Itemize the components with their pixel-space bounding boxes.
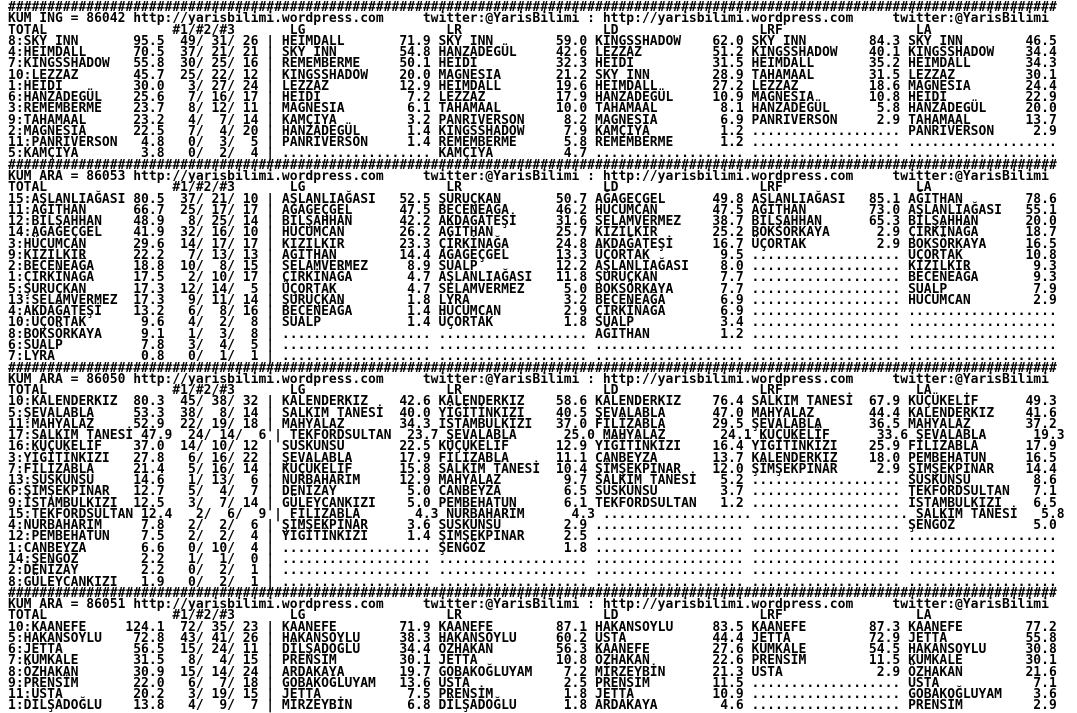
stats-row: 11:MAHYALAZ 52.9 22/ 19/ 18 | MAHYALAZ 3… <box>8 416 1057 432</box>
stats-row: 5:ŞURUÇKAN 17.3 12/ 14/ 5 | ÜÇORTAK 4.7 … <box>8 281 1057 297</box>
stats-row: 16:KÜÇÜKELİF 37.0 14/ 10/ 12 | SUSKUNSU … <box>8 439 1057 455</box>
stats-row: 4:AKDAĞATEŞİ 13.2 6/ 8/ 16 | BECENEAĞA 1… <box>8 304 1057 320</box>
stats-row: 10:ÜÇORTAK 9.6 4/ 2/ 8 | SUALP 1.4 ÜÇORT… <box>8 315 1057 331</box>
stats-row: 6:ŞİMŞEKPINAR 12.7 5/ 4/ 7 | DENİZAY 5.0… <box>8 484 1057 500</box>
stats-row: 8:BOKSÖRKAYA 9.1 1/ 3/ 8 | .............… <box>8 326 1057 342</box>
stats-row: 3:YİĞİTİNKIZI 27.8 6/ 16/ 22 | ŞEVALABLA… <box>8 450 1057 466</box>
column-header: TOTAL #1/#2/#3 LG LR LD LRF LA <box>8 22 932 38</box>
stats-row: 14:AĞAGEÇGEL 41.9 32/ 16/ 10 | HÜCUMCAN … <box>8 225 1057 241</box>
stats-row: 14:ŞENGÖZ 2.2 1/ 1/ 0 | ................… <box>8 552 1057 568</box>
stats-row: 11:AĞITHAN 66.7 25/ 17/ 17 | AĞAGEÇGEL 4… <box>8 202 1057 218</box>
stats-row: 6:JETTA 56.5 15/ 24/ 11 | DİLŞADOĞLU 34.… <box>8 642 1057 658</box>
stats-row: 8:ÖZHAKAN 30.9 15/ 14/ 24 | ARDAKAYA 19.… <box>8 664 1057 680</box>
stats-row: 10:KAANEFE 124.1 72/ 35/ 23 | KAANEFE 71… <box>8 619 1057 635</box>
column-header: TOTAL #1/#2/#3 LG LR LD LRF LA <box>8 180 932 196</box>
stats-row: 15:AŞLANLIAĞASI 80.5 37/ 21/ 10 | AŞLANL… <box>8 191 1057 207</box>
stats-row: 5:ŞEVALABLA 53.3 38/ 8/ 14 | SALKIM TANE… <box>8 405 1057 421</box>
stats-row: 5:KAMÇIYA 3.8 0/ 2/ 4 | ................… <box>8 146 1057 162</box>
stats-row: 7:FİLİZABLA 21.4 5/ 16/ 14 | KÜÇÜKELİF 1… <box>8 461 1057 477</box>
stats-row: 10:LEZZAZ 45.7 25/ 22/ 12 | KINGSSHADOW … <box>8 67 1057 83</box>
stats-row: 15:TEKFORDSULTAN 12.4 2/ 6/ 9 | FİLİZABL… <box>8 506 1065 522</box>
stats-row: 1:CANBEYZA 6.6 0/ 10/ 4 | ..............… <box>8 540 1057 556</box>
stats-row: 7:KINGSSHADOW 55.8 30/ 25/ 16 | REMEMBER… <box>8 56 1057 72</box>
stats-row: 6:HANZADEGÜL 25.6 7/ 16/ 17 | HEIDI 7.2 … <box>8 90 1057 106</box>
section-header: KUM ING = 86042 http://yarisbilimi.wordp… <box>8 11 1049 27</box>
stats-row: 12:PEMBEHATUN 7.5 2/ 2/ 4 | YİĞİTİNKIZI … <box>8 529 1057 545</box>
stats-row: 1:ÇİRKİNAĞA 17.5 2/ 10/ 17 | ÇİRKİNAĞA 4… <box>8 270 1057 286</box>
stats-row: 4:HEIMDALL 70.5 37/ 21/ 21 | SKY INN 54.… <box>8 45 1057 61</box>
stats-row: 13:SUSKUNSU 14.6 1/ 13/ 6 | NURBAHARIM 1… <box>8 473 1057 489</box>
section-header: KUM ARA = 86050 http://yarisbilimi.wordp… <box>8 371 1049 387</box>
stats-row: 11:USTA 20.2 3/ 19/ 15 | JETTA 7.5 PRENS… <box>8 687 1057 703</box>
stats-row: 2:MAGNESIA 22.5 7/ 4/ 20 | HANZADEGÜL 1.… <box>8 123 1057 139</box>
stats-row: 3:REMEMBERME 23.7 8/ 12/ 11 | MAGNESIA 6… <box>8 101 1057 117</box>
stats-row: 6:SUALP 7.8 3/ 4/ 5 | ..................… <box>8 337 1057 353</box>
stats-row: 9:TAHAMAAL 23.2 4/ 7/ 14 | KAMÇIYA 3.2 P… <box>8 112 1057 128</box>
stats-row: 7:LYRA 0.8 0/ 1/ 1 | ...................… <box>8 349 1057 365</box>
stats-row: 10:KALENDERKIZ 80.3 45/ 38/ 32 | KALENDE… <box>8 394 1057 410</box>
section-divider: ########################################… <box>8 157 1057 173</box>
section-header: KUM ARA = 86053 http://yarisbilimi.wordp… <box>8 168 1049 184</box>
stats-row: 8:GÜLEYCANKIZI 1.9 0/ 2/ 1 | ...........… <box>8 574 1057 590</box>
stats-row: 17:SALKIM TANESİ 47.9 24/ 14/ 6 | TEKFOR… <box>8 428 1065 444</box>
section-divider: ########################################… <box>8 360 1057 376</box>
stats-row: 3:HÜCUMCAN 29.6 14/ 17/ 17 | KIZILKIR 23… <box>8 236 1057 252</box>
section-header: KUM ARA = 86051 http://yarisbilimi.wordp… <box>8 597 1049 613</box>
stats-row: 9:İSTAMBULKIZI 12.5 3/ 7/ 14 | GÜLEYCANK… <box>8 495 1057 511</box>
stats-row: 13:SELAMVERMEZ 17.3 9/ 11/ 14 | ŞURUÇKAN… <box>8 292 1057 308</box>
section-divider: ########################################… <box>8 0 1057 15</box>
stats-row: 7:KUMKALE 31.5 8/ 4/ 15 | PRENSİM 30.1 J… <box>8 653 1057 669</box>
stats-row: 8:SKY INN 95.5 49/ 31/ 26 | HEIMDALL 71.… <box>8 33 1057 49</box>
column-header: TOTAL #1/#2/#3 LG LR LD LRF LA <box>8 383 932 399</box>
stats-row: 9:PRENSİM 22.0 6/ 7/ 18 | GOBAKOĞLUYAM 1… <box>8 675 1057 691</box>
stats-row: 9:KIZILKIR 22.2 7/ 13/ 13 | AĞITHAN 14.4… <box>8 247 1057 263</box>
stats-row: 11:PANRIVERSON 4.8 0/ 3/ 5 | PANRIVERSON… <box>8 135 1057 151</box>
stats-row: 1:DİLŞADOĞLU 13.8 4/ 9/ 7 | MİRZEYBİN 6.… <box>8 698 1057 713</box>
stats-row: 1:HEIDI 30.0 3/ 27/ 24 | LEZZAZ 12.9 HEI… <box>8 78 1057 94</box>
stats-row: 5:HAKANSOYLU 72.8 43/ 41/ 26 | HAKANSOYL… <box>8 630 1057 646</box>
stats-row: 2:DENİZAY 2.2 0/ 2/ 1 | ................… <box>8 563 1057 579</box>
column-header: TOTAL #1/#2/#3 LG LR LD LRF LA <box>8 608 932 624</box>
stats-row: 12:BİLŞAHHAN 48.9 8/ 25/ 14 | BİLŞAHHAN … <box>8 214 1057 230</box>
stats-row: 4:NURBAHARIM 7.8 2/ 2/ 6 | ŞİMŞEKPINAR 3… <box>8 518 1057 534</box>
stats-row: 2:BECENEAĞA 18.8 10/ 8/ 15 | SELAMVERMEZ… <box>8 259 1057 275</box>
section-divider: ########################################… <box>8 585 1057 601</box>
